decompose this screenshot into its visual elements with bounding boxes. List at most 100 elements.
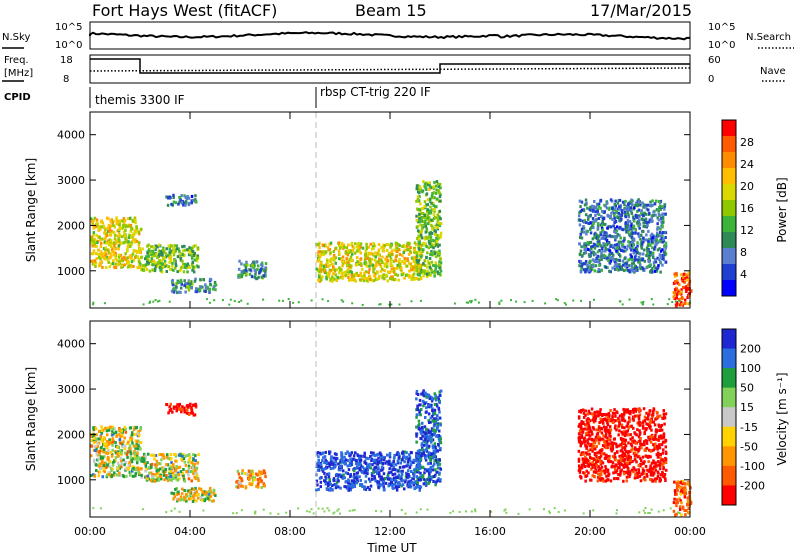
colorbar-swatch xyxy=(722,136,736,153)
echo-cell xyxy=(171,410,174,414)
echo-cell xyxy=(188,285,191,288)
echo-cell xyxy=(434,261,437,265)
echo-cell xyxy=(172,196,175,199)
echo-cell xyxy=(433,454,436,458)
ytick-label: 4000 xyxy=(57,129,85,142)
echo-cell xyxy=(115,434,119,438)
echo-cell xyxy=(612,253,615,257)
echo-cell xyxy=(420,408,423,411)
echo-cell xyxy=(162,456,166,460)
echo-cell xyxy=(639,237,642,241)
echo-cell xyxy=(118,253,121,257)
colorbar-swatch xyxy=(722,168,736,185)
echo-cell xyxy=(159,252,163,256)
echo-cell xyxy=(315,452,318,456)
echo-cell xyxy=(195,476,199,480)
echo-cell xyxy=(177,466,180,470)
echo-cell xyxy=(183,279,186,283)
echo-cell xyxy=(369,277,372,281)
echo-cell xyxy=(354,451,357,455)
echo-cell xyxy=(430,242,433,246)
echo-cell xyxy=(663,475,666,479)
echo-cell xyxy=(352,480,356,484)
echo-cell xyxy=(254,272,257,276)
echo-cell xyxy=(250,275,254,279)
ground-scatter-cell xyxy=(92,303,95,306)
echo-cell xyxy=(383,269,386,273)
echo-cell xyxy=(186,454,189,457)
freq-panel: Freq. [MHz] 18 8 60 0 Nave xyxy=(2,54,786,85)
echo-cell xyxy=(408,453,411,457)
echo-cell xyxy=(127,217,130,220)
echo-cell xyxy=(632,243,635,247)
echo-cell xyxy=(430,452,433,456)
echo-cell xyxy=(408,269,411,273)
echo-cell xyxy=(127,224,130,228)
echo-cell xyxy=(123,447,127,451)
echo-cell xyxy=(370,252,374,256)
echo-cell xyxy=(337,249,341,253)
echo-cell xyxy=(170,461,173,465)
echo-cell xyxy=(195,290,198,294)
echo-cell xyxy=(260,263,263,267)
echo-cell xyxy=(637,232,640,236)
echo-cell xyxy=(124,240,127,244)
echo-cell xyxy=(194,244,197,248)
echo-cell xyxy=(419,233,423,237)
echo-cell xyxy=(237,273,240,277)
echo-cell xyxy=(592,253,596,257)
echo-cell xyxy=(253,476,256,480)
echo-cell xyxy=(111,448,114,452)
echo-cell xyxy=(405,451,408,455)
echo-cell xyxy=(637,414,641,418)
echo-cell xyxy=(436,225,439,229)
echo-cell xyxy=(144,469,147,473)
ground-scatter-cell xyxy=(419,299,422,302)
power-colorbar-label: Power [dB] xyxy=(775,177,789,242)
echo-cell xyxy=(123,234,127,238)
echo-cell xyxy=(613,221,616,225)
echo-cell xyxy=(409,451,413,454)
echo-cell xyxy=(437,442,440,446)
echo-cell xyxy=(181,249,185,253)
echo-cell xyxy=(437,434,440,438)
echo-cell xyxy=(322,253,325,257)
echo-cell xyxy=(186,195,189,198)
echo-cell xyxy=(99,257,102,261)
echo-cell xyxy=(134,249,137,253)
echo-cell xyxy=(238,476,242,480)
echo-cell xyxy=(106,451,110,455)
echo-cell xyxy=(402,243,406,247)
echo-cell xyxy=(583,246,587,250)
echo-cell xyxy=(154,248,157,251)
echo-cell xyxy=(205,491,208,495)
ground-scatter-cell xyxy=(221,299,224,302)
echo-cell xyxy=(434,230,437,234)
echo-cell xyxy=(201,498,204,502)
echo-cell xyxy=(189,402,192,406)
echo-cell xyxy=(415,269,418,273)
echo-cell xyxy=(409,265,413,269)
echo-cell xyxy=(147,452,150,456)
echo-cell xyxy=(675,293,678,297)
echo-cell xyxy=(145,267,149,271)
echo-cell xyxy=(174,469,177,473)
echo-cell xyxy=(589,227,592,231)
echo-cell xyxy=(630,248,633,252)
echo-cell xyxy=(135,440,139,444)
echo-cell xyxy=(664,244,667,248)
echo-cell xyxy=(316,259,319,263)
echo-cell xyxy=(657,264,660,268)
echo-cell xyxy=(653,245,657,249)
echo-cell xyxy=(153,261,156,265)
echo-cell xyxy=(438,243,441,247)
echo-cell xyxy=(367,457,370,461)
echo-cell xyxy=(577,218,581,222)
echo-cell xyxy=(424,271,428,275)
echo-cell xyxy=(197,479,200,482)
echo-cell xyxy=(419,252,423,256)
echo-cell xyxy=(652,448,655,452)
echo-cell xyxy=(390,249,394,253)
echo-cell xyxy=(413,268,416,272)
echo-cell xyxy=(654,213,657,217)
